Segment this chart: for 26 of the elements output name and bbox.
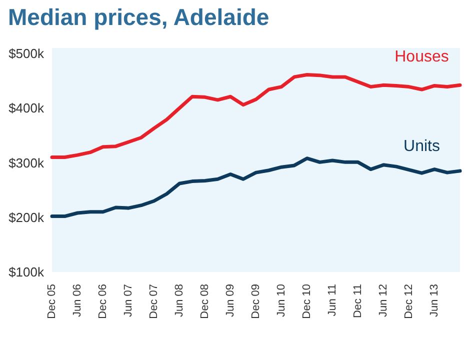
x-tick-label: Jun 09: [224, 284, 236, 318]
x-tick-label: Jun 07: [122, 284, 134, 318]
x-tick-label: Dec 05: [46, 284, 58, 319]
y-tick-label: $300k: [8, 155, 44, 170]
line-series: [50, 73, 462, 160]
x-tick-label: Dec 09: [250, 284, 262, 319]
x-tick-label: Jun 10: [276, 284, 288, 318]
x-tick-label: Dec 06: [97, 284, 109, 319]
series-label: Houses: [394, 48, 449, 66]
x-tick-label: Dec 11: [352, 284, 364, 318]
x-tick-label: Jun 12: [378, 284, 390, 318]
x-tick-label: Dec 08: [199, 284, 211, 319]
x-tick-label: Dec 10: [301, 284, 313, 319]
x-tick-label: Jun 11: [326, 284, 338, 316]
x-tick-label: Jun 06: [72, 284, 84, 318]
x-tick-label: Jun 13: [428, 284, 440, 318]
y-tick-label: $500k: [8, 46, 44, 62]
x-tick-label: Dec 07: [148, 284, 160, 319]
y-tick-label: $400k: [8, 100, 44, 116]
line-series: [50, 156, 462, 218]
series-label: Units: [404, 138, 440, 156]
y-tick-label: $100k: [8, 264, 44, 280]
chart-title: Median prices, Adelaide: [8, 4, 270, 31]
y-tick-label: $200k: [8, 210, 44, 225]
x-tick-label: Dec 12: [403, 284, 415, 319]
x-tick-label: Jun 08: [174, 284, 186, 318]
